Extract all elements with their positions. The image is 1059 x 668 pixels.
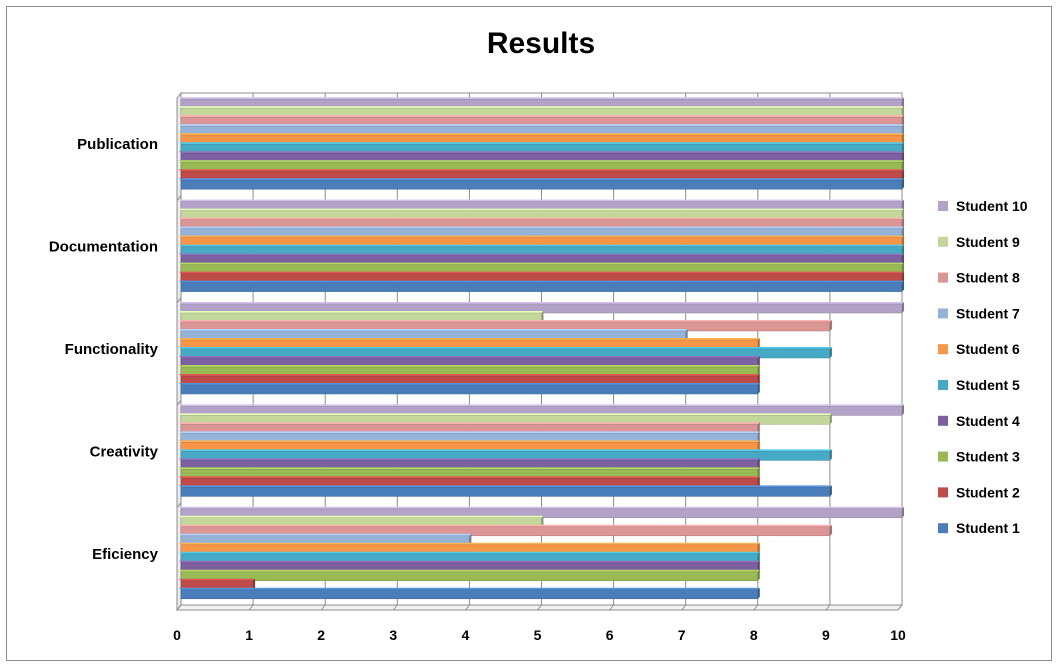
category-divider — [176, 297, 182, 304]
legend: Student 10 Student 9 Student 8 Student 7 Stu… — [938, 198, 1028, 536]
bar — [179, 449, 832, 461]
bar — [179, 587, 760, 600]
floor-gridline — [465, 604, 470, 611]
category-divider — [176, 502, 182, 508]
bar — [179, 178, 904, 190]
legend-swatch — [938, 344, 948, 355]
legend-swatch — [938, 380, 948, 390]
bar — [179, 569, 760, 582]
legend-item: Student 5 — [938, 377, 1020, 393]
legend-label: Student 5 — [956, 377, 1020, 393]
floor-gridline — [681, 604, 687, 611]
bar — [179, 253, 904, 265]
x-tick-label: 1 — [245, 627, 253, 643]
x-tick-label: 5 — [534, 627, 542, 643]
bar — [179, 106, 904, 118]
legend-swatch — [938, 272, 948, 283]
legend-swatch — [938, 523, 948, 534]
legend-label: Student 7 — [956, 305, 1020, 321]
category-label: Documentation — [49, 239, 158, 256]
floor-gridline — [897, 604, 903, 611]
legend-item: Student 3 — [938, 449, 1020, 465]
legend-label: Student 1 — [956, 520, 1020, 536]
legend-label: Student 2 — [956, 484, 1020, 500]
plot-area: 0 1 2 3 4 5 6 7 8 9 10 Eficiency Creativity Functiona… — [49, 91, 906, 643]
legend-label: Student 10 — [956, 198, 1028, 214]
bar — [179, 404, 904, 416]
legend-item: Student 6 — [938, 341, 1020, 357]
category-label: Eficiency — [92, 546, 159, 563]
chart-title: Results — [487, 27, 595, 60]
legend-label: Student 6 — [956, 341, 1020, 357]
bar — [179, 280, 904, 292]
legend-item: Student 1 — [938, 520, 1020, 536]
category-divider — [176, 399, 182, 406]
floor-gridline — [248, 604, 254, 611]
x-tick-label: 0 — [173, 627, 181, 643]
floor-gridline — [753, 604, 759, 611]
bar — [179, 302, 904, 314]
legend-swatch — [938, 487, 948, 498]
legend-item: Student 7 — [938, 305, 1020, 321]
category-label: Creativity — [90, 443, 159, 460]
bar — [179, 578, 256, 591]
bar — [179, 485, 832, 497]
legend-item: Student 9 — [938, 234, 1020, 250]
bar — [179, 226, 904, 238]
legend-swatch — [938, 415, 948, 426]
x-tick-label: 9 — [822, 627, 830, 643]
floor-gridline — [825, 604, 831, 611]
bar — [179, 533, 472, 546]
bar — [179, 383, 760, 395]
bar — [179, 320, 832, 332]
category-label: Publication — [77, 136, 158, 153]
bar — [179, 271, 904, 283]
legend-label: Student 3 — [956, 449, 1020, 465]
x-tick-label: 3 — [389, 627, 397, 643]
floor-gridline — [537, 604, 542, 611]
floor-gridline — [609, 604, 614, 611]
floor-gridline — [320, 604, 326, 611]
legend-label: Student 9 — [956, 234, 1020, 250]
legend-item: Student 10 — [938, 198, 1028, 214]
legend-item: Student 4 — [938, 413, 1020, 429]
category-divider — [176, 195, 182, 201]
x-tick-label: 4 — [462, 627, 470, 643]
x-tick-label: 8 — [750, 627, 758, 643]
bar — [179, 311, 544, 323]
legend-swatch — [938, 201, 948, 211]
legend-swatch — [938, 451, 948, 462]
bar — [179, 151, 904, 163]
legend-label: Student 4 — [956, 413, 1020, 429]
legend-item: Student 8 — [938, 270, 1020, 286]
bar — [179, 524, 832, 537]
floor-gridline — [176, 604, 182, 611]
floor-gridline — [392, 604, 398, 611]
bar — [179, 413, 832, 425]
x-tick-label: 10 — [890, 627, 906, 643]
bar — [179, 347, 832, 359]
x-tick-label: 7 — [678, 627, 686, 643]
legend-label: Student 8 — [956, 270, 1020, 286]
category-label: Functionality — [65, 341, 159, 358]
legend-swatch — [938, 308, 948, 319]
legend-swatch — [938, 236, 948, 247]
x-tick-label: 2 — [317, 627, 325, 643]
x-tick-label: 6 — [606, 627, 614, 643]
legend-item: Student 2 — [938, 484, 1020, 500]
